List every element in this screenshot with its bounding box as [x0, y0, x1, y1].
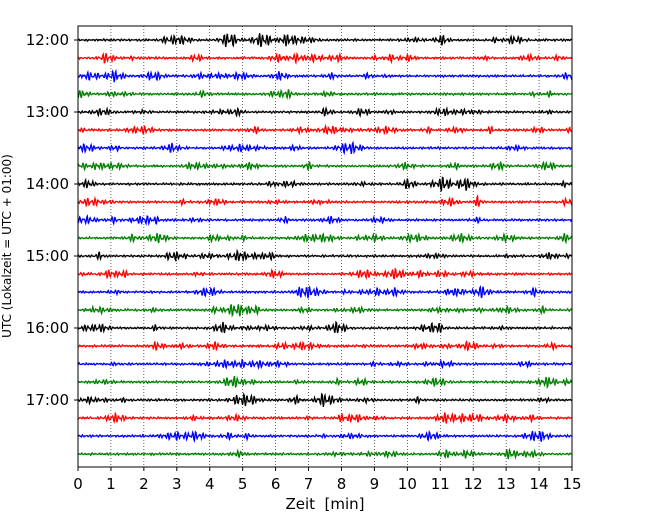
trace-1445 — [77, 231, 573, 245]
x-tick-label: 3 — [172, 475, 182, 493]
y-tick-label: 14:00 — [26, 175, 69, 193]
trace-1215 — [77, 51, 573, 66]
x-tick-label: 7 — [304, 475, 314, 493]
trace-1515 — [77, 267, 573, 280]
x-tick-label: 6 — [271, 475, 281, 493]
x-tick-label: 2 — [139, 475, 149, 493]
trace-1415 — [77, 194, 573, 208]
trace-1315 — [77, 123, 573, 136]
trace-1500 — [77, 248, 573, 263]
trace-1200 — [77, 33, 573, 48]
plot-background — [78, 26, 572, 467]
trace-1645 — [77, 375, 573, 390]
trace-1245 — [77, 88, 573, 101]
x-tick-label: 0 — [73, 475, 83, 493]
x-tick-label: 4 — [205, 475, 215, 493]
trace-1615 — [77, 339, 573, 352]
x-tick-label: 11 — [431, 475, 450, 493]
trace-1700 — [77, 392, 573, 408]
trace-1545 — [77, 303, 573, 318]
trace-1530 — [77, 285, 573, 299]
trace-1300 — [78, 105, 573, 118]
trace-1745 — [77, 447, 573, 460]
x-tick-label: 15 — [562, 475, 581, 493]
trace-1430 — [77, 213, 573, 227]
y-tick-label: 16:00 — [26, 319, 69, 337]
y-axis: 12:00 13:00 14:00 15:00 16:00 17:00 — [26, 31, 78, 409]
y-tick-label: 13:00 — [26, 103, 69, 121]
x-tick-label: 1 — [106, 475, 116, 493]
y-axis-label: UTC (Lokalzeit = UTC + 01:00) — [0, 154, 14, 338]
trace-1230 — [77, 68, 573, 83]
y-tick-label: 12:00 — [26, 31, 69, 49]
trace-layer — [77, 33, 573, 460]
y-tick-label: 15:00 — [26, 247, 69, 265]
x-tick-label: 13 — [497, 475, 516, 493]
trace-1715 — [77, 411, 573, 425]
x-tick-label: 8 — [337, 475, 347, 493]
x-tick-label: 9 — [370, 475, 380, 493]
trace-1400 — [77, 176, 573, 192]
x-tick-label: 12 — [464, 475, 483, 493]
trace-1330 — [77, 140, 573, 156]
x-tick-label: 14 — [530, 475, 549, 493]
trace-1345 — [77, 160, 573, 172]
trace-1730 — [77, 429, 573, 444]
y-tick-label: 17:00 — [26, 391, 69, 409]
x-tick-label: 5 — [238, 475, 248, 493]
trace-1600 — [77, 320, 573, 334]
x-axis: 0 1 2 3 4 5 6 7 8 9 10 11 12 13 14 15 — [73, 467, 582, 493]
trace-1630 — [77, 358, 573, 371]
x-axis-label: Zeit [min] — [285, 495, 364, 513]
x-tick-label: 10 — [398, 475, 417, 493]
plot-frame — [77, 25, 573, 468]
